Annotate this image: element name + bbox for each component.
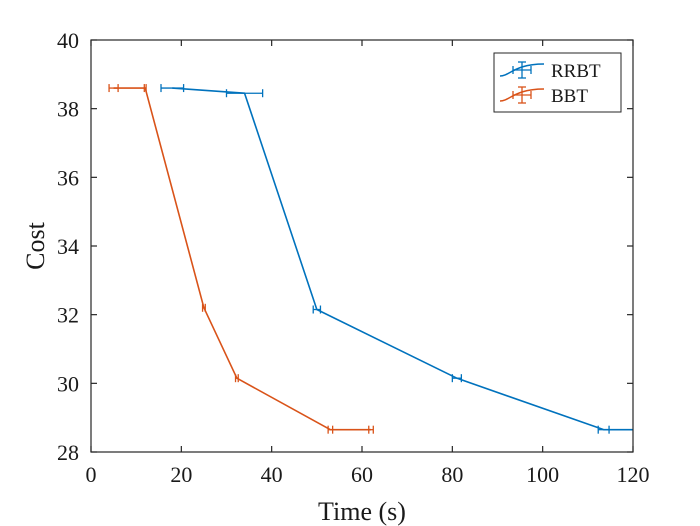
- x-tick-label: 80: [441, 462, 463, 487]
- axes-box: [90, 39, 634, 453]
- y-tick-label: 34: [57, 234, 79, 259]
- legend-entry-rrbt: RRBT: [499, 61, 601, 82]
- x-tick-label: 40: [261, 462, 283, 487]
- x-tick-label: 60: [351, 462, 373, 487]
- series-line-bbt: [113, 87, 372, 431]
- legend: RRBT BBT: [493, 52, 622, 113]
- legend-label-rrbt: RRBT: [551, 61, 601, 82]
- ticks-layer: 0 20 40 60 80 100 120 28 30 32 34 36 38 40: [57, 28, 650, 487]
- y-tick-label: 30: [57, 371, 79, 396]
- series-bbt: [108, 84, 374, 434]
- x-tick-label: 100: [526, 462, 559, 487]
- y-tick-label: 32: [57, 303, 79, 328]
- series-layer: [108, 84, 633, 434]
- x-tick-label: 20: [170, 462, 192, 487]
- x-tick-label: 120: [617, 462, 650, 487]
- legend-box: [493, 52, 622, 113]
- legend-label-bbt: BBT: [551, 86, 588, 107]
- y-tick-label: 38: [57, 97, 79, 122]
- y-tick-label: 36: [57, 165, 79, 190]
- x-tick-label: 0: [86, 462, 97, 487]
- y-tick-label: 28: [57, 440, 79, 465]
- y-tick-label: 40: [57, 28, 79, 53]
- y-axis-label: Cost: [21, 221, 50, 269]
- legend-entry-bbt: BBT: [499, 86, 588, 107]
- x-axis-label: Time (s): [318, 497, 406, 526]
- series-rrbt: [160, 84, 633, 434]
